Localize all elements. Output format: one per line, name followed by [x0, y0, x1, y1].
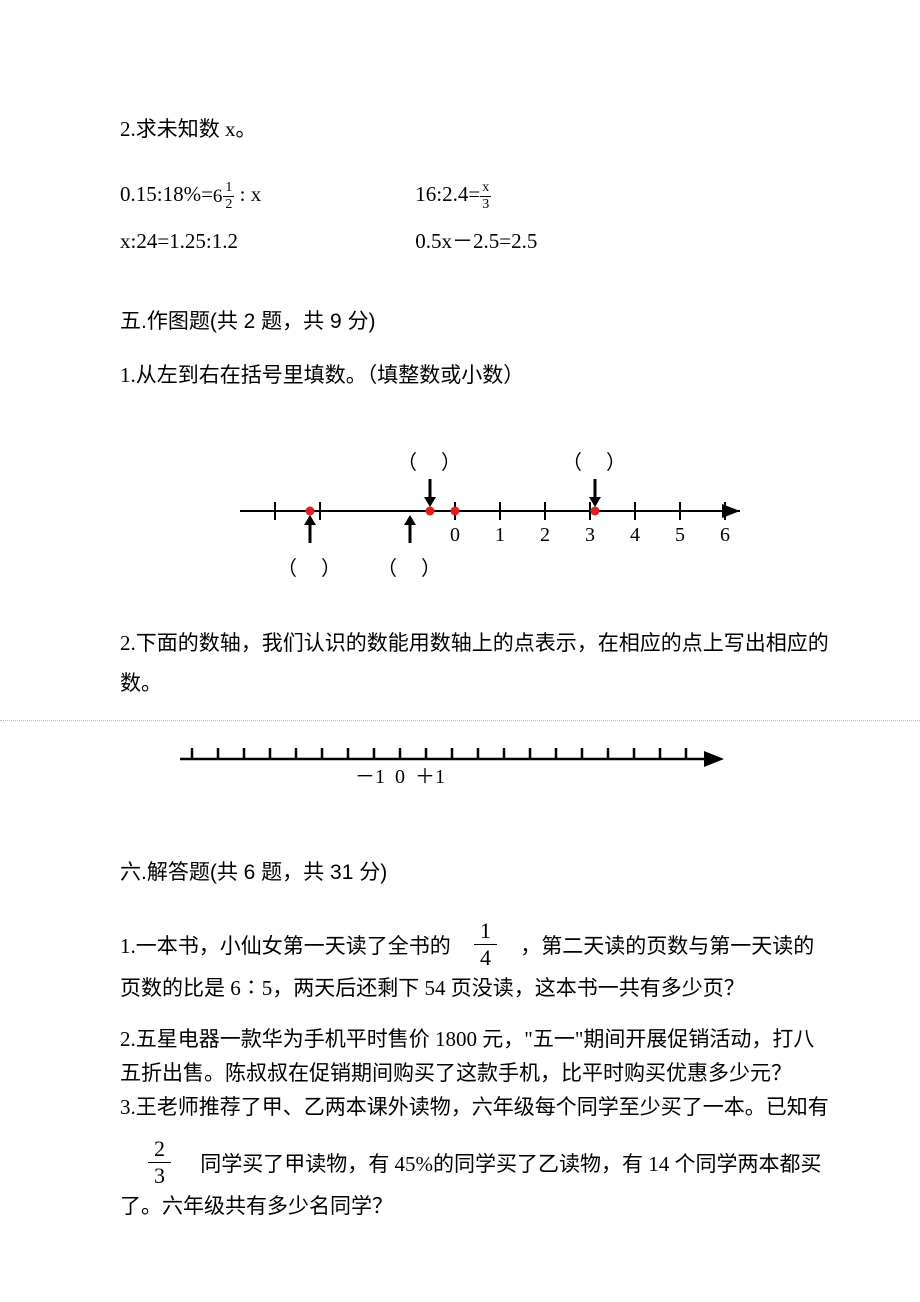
svg-text:）: ） [321, 557, 341, 580]
formula-1-num: 1 [223, 181, 234, 197]
svg-text:5: 5 [675, 524, 685, 546]
q1-num: 1 [474, 920, 497, 945]
section-6-q1-line1: 1.一本书，小仙女第一天读了全书的 1 4 ，第二天读的页数与第一天读的 [120, 920, 800, 969]
section-5-heading: 五.作图题(共 2 题，共 9 分) [120, 302, 800, 342]
formula-2-num: x [480, 181, 491, 197]
svg-text:（: （ [377, 557, 397, 580]
formula-2-fraction: x3 [480, 181, 491, 212]
formula-2: 16:2.4=x3 [415, 175, 491, 215]
svg-text:0: 0 [395, 766, 405, 788]
section-5-q2-line1: 2.下面的数轴，我们认识的数能用数轴上的点表示，在相应的点上写出相应的 [120, 624, 800, 664]
section-6-heading: 六.解答题(共 6 题，共 31 分) [120, 853, 800, 893]
formula-1-post: : x [234, 182, 261, 206]
section-6-q2-line1: 2.五星电器一款华为手机平时售价 1800 元，"五一"期间开展促销活动，打八 [120, 1023, 800, 1057]
section-6-q1-line2: 页数的比是 6∶5，两天后还剩下 54 页没读，这本书一共有多少页？ [120, 969, 800, 1009]
svg-text:4: 4 [630, 524, 640, 546]
formula-1-whole: 6 [213, 187, 223, 206]
formula-4: 0.5x－2.5=2.5 [415, 222, 537, 262]
svg-text:0: 0 [450, 524, 460, 546]
number-line-2: －1 0 ＋1 [150, 729, 800, 813]
formula-row-1: 0.15:18%=612 : x 16:2.4=x3 [120, 174, 800, 215]
section-6-q2-line2: 五折出售。陈叔叔在促销期间购买了这款手机，比平时购买优惠多少元？ [120, 1057, 800, 1091]
formula-1-fraction: 12 [223, 181, 234, 212]
formula-1: 0.15:18%=612 : x [120, 175, 410, 215]
svg-text:2: 2 [540, 524, 550, 546]
section-6-q3-line2: 2 3 同学买了甲读物，有 45%的同学买了乙读物，有 14 个同学两本都买 [120, 1138, 800, 1187]
q3-num: 2 [148, 1138, 171, 1163]
svg-text:（: （ [277, 557, 297, 580]
section-6-q3-line1: 3.王老师推荐了甲、乙两本课外读物，六年级每个同学至少买了一本。已知有 [120, 1091, 800, 1125]
svg-text:）: ） [441, 451, 461, 474]
svg-text:）: ） [421, 557, 441, 580]
formula-1-mixed-fraction: 612 [213, 181, 235, 212]
section-5-q1: 1.从左到右在括号里填数。（填整数或小数） [120, 356, 800, 396]
formula-2-den: 3 [480, 197, 491, 212]
q3-den: 3 [148, 1163, 171, 1187]
formula-2-pre: 16:2.4= [415, 182, 480, 206]
q3-mid: 同学买了甲读物，有 45%的同学买了乙读物，有 14 个同学两本都买 [200, 1152, 821, 1176]
q1-pre: 1.一本书，小仙女第一天读了全书的 [120, 934, 451, 958]
page: 2.求未知数 x。 0.15:18%=612 : x 16:2.4=x3 x:2… [0, 0, 920, 1302]
q1-post: ，第二天读的页数与第一天读的 [520, 934, 814, 958]
section-6-q3-line3: 了。六年级共有多少名同学？ [120, 1187, 800, 1227]
q1-den: 4 [474, 945, 497, 969]
svg-text:）: ） [606, 451, 626, 474]
page-dotted-separator [0, 720, 920, 721]
formula-3: x:24=1.25:1.2 [120, 222, 410, 262]
svg-text:6: 6 [720, 524, 730, 546]
number-line-1: 0 1 2 3 4 5 6 （ ） （ ） （ ） （ ） [200, 426, 800, 596]
q1-fraction: 1 4 [474, 920, 497, 969]
svg-text:－1: －1 [355, 766, 385, 788]
svg-text:3: 3 [585, 524, 595, 546]
formula-row-2: x:24=1.25:1.2 0.5x－2.5=2.5 [120, 221, 800, 262]
section-5-q2-line2: 数。 [120, 664, 800, 704]
q3-fraction: 2 3 [148, 1138, 171, 1187]
svg-text:（: （ [562, 451, 582, 474]
formula-1-den: 2 [223, 197, 234, 212]
svg-text:＋1: ＋1 [415, 766, 445, 788]
formula-1-pre: 0.15:18%= [120, 182, 213, 206]
question-2-label: 2.求未知数 x。 [120, 110, 800, 150]
svg-text:1: 1 [495, 524, 505, 546]
svg-text:（: （ [397, 451, 417, 474]
